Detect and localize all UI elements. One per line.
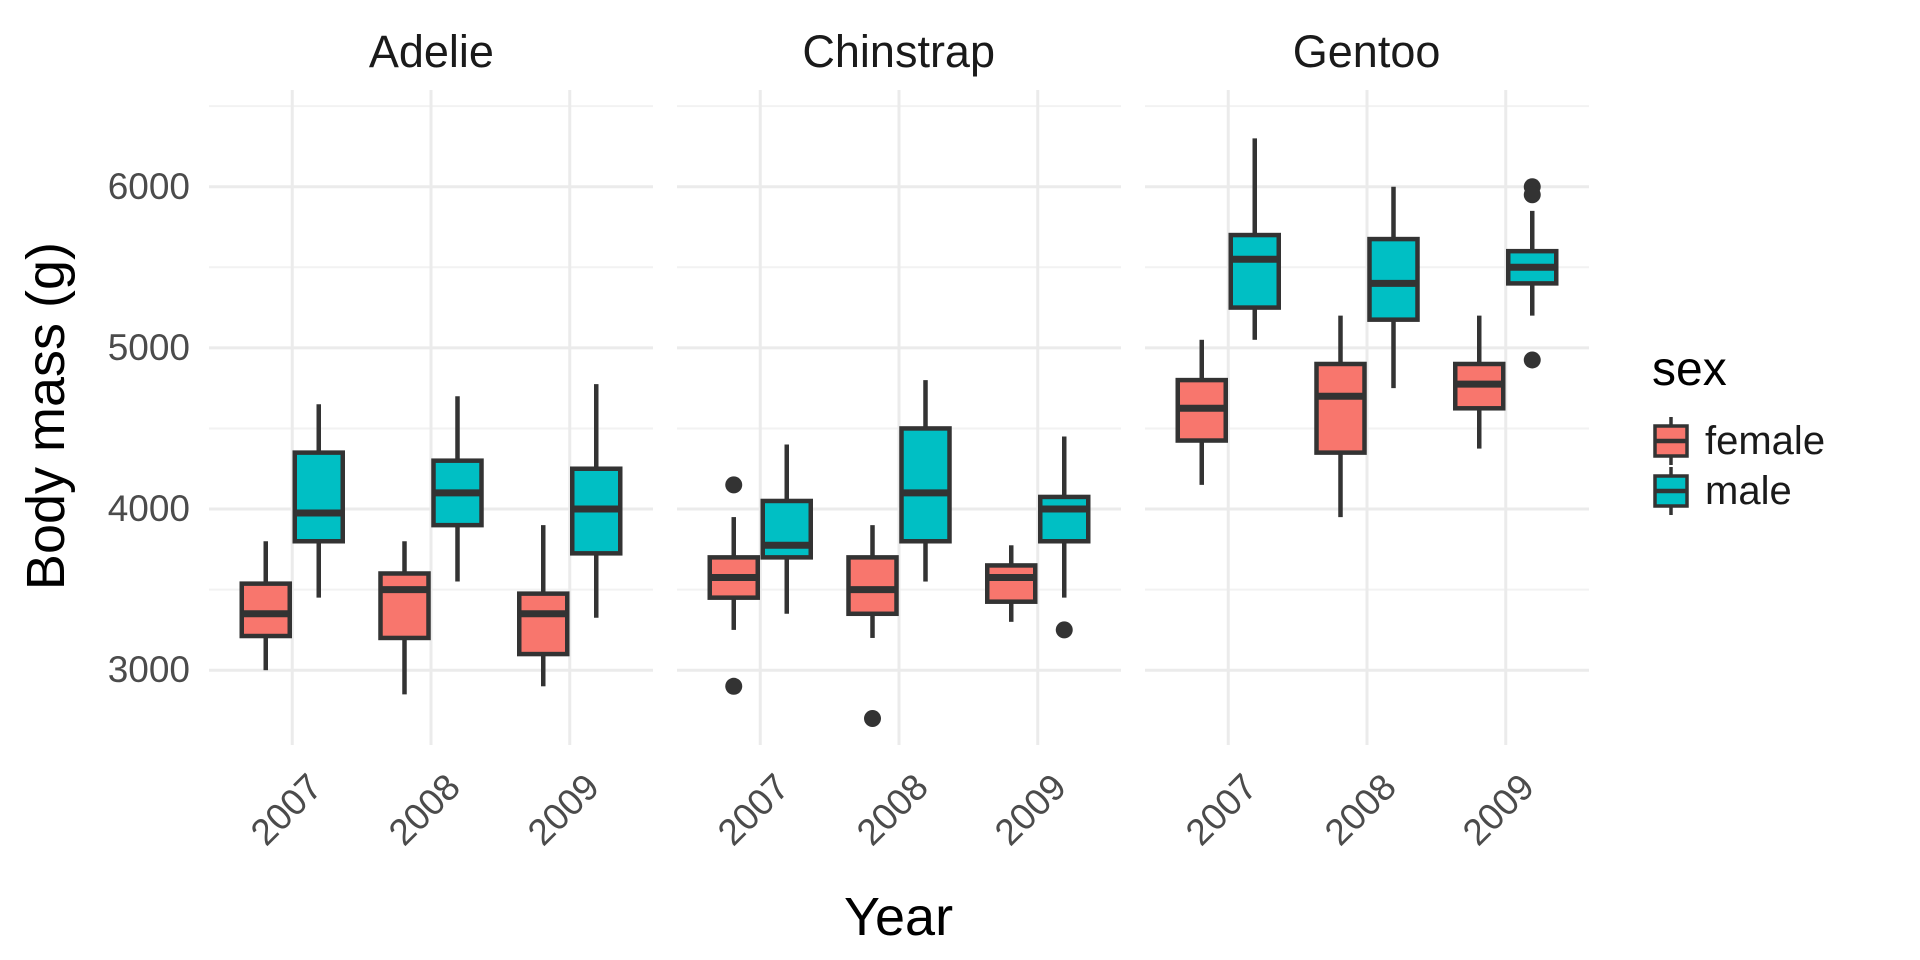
boxplot-box [292,450,346,544]
boxplot-box [898,426,952,544]
boxplot-box [845,555,899,617]
boxplot-chinstrap-2009-male [1037,436,1091,639]
legend-item-label: female [1705,419,1826,463]
boxplot-chinstrap-2008-female [845,525,899,728]
legend: sex female male [1652,344,1825,516]
x-axis-title: Year [843,887,954,947]
boxplot-adelie-2008-male [431,396,485,582]
facet-strip-title: Adelie [368,26,494,77]
facet-panel-adelie [209,90,654,745]
x-tick-label: 2007 [1177,766,1265,854]
outlier-point [724,677,742,695]
x-tick-label: 2009 [1455,766,1543,854]
y-tick-label: 6000 [107,165,190,207]
boxplot-adelie-2009-male [570,384,623,618]
boxplot-adelie-2009-female [517,525,570,687]
y-tick-label: 3000 [107,649,190,691]
outlier-point [1523,186,1541,204]
y-tick-label: 5000 [107,326,190,368]
boxplot-gentoo-2009-female [1452,315,1506,449]
boxplot-adelie-2008-female [378,541,432,695]
boxplot-box [378,571,432,641]
x-tick-label: 2007 [709,766,797,854]
boxplot-box [239,581,293,639]
boxplot-box [1366,236,1420,322]
boxplot-box [517,591,570,657]
boxplot-chinstrap-2007-female [707,476,760,695]
x-tick-label: 2008 [381,766,469,854]
facet-panel-gentoo [1144,90,1589,745]
boxplot-gentoo-2008-female [1313,315,1367,518]
x-tick-label: 2008 [1316,766,1404,854]
boxplot-box [1228,232,1281,310]
facet-strip-title: Gentoo [1292,26,1441,77]
outlier-point [1523,351,1541,369]
legend-item-female: female [1652,416,1825,466]
legend-item-male: male [1652,466,1825,516]
boxplot-box [1037,494,1091,544]
boxplot-adelie-2007-male [292,404,346,598]
legend-title: sex [1652,343,1727,396]
x-tick-label: 2008 [848,766,936,854]
legend-key-female-boxplot-icon [1653,417,1689,465]
boxplot-gentoo-2009-male [1505,178,1559,369]
boxplot-chinstrap-2009-female [984,545,1038,622]
legend-item-label: male [1705,469,1792,513]
facet-strip-title: Chinstrap [802,26,995,77]
boxplot-box [1313,361,1367,455]
boxplot-box [760,498,813,560]
x-tick-label: 2009 [987,766,1075,854]
boxplot-chinstrap-2008-male [898,380,952,582]
boxplot-box [984,563,1038,604]
outlier-point [724,476,742,494]
outlier-point [1055,621,1073,639]
facet-panel-chinstrap [676,90,1121,745]
y-tick-label: 4000 [107,488,190,530]
x-tick-label: 2007 [242,766,330,854]
x-tick-label: 2009 [519,766,608,854]
outlier-point [863,710,881,728]
legend-key-male-boxplot-icon [1653,467,1689,515]
boxplot-gentoo-2007-male [1228,138,1281,340]
boxplot-chinstrap-2007-male [760,444,813,614]
boxplot-gentoo-2008-male [1366,186,1420,389]
boxplot-adelie-2007-female [239,541,293,671]
boxplot-gentoo-2007-female [1175,339,1228,485]
